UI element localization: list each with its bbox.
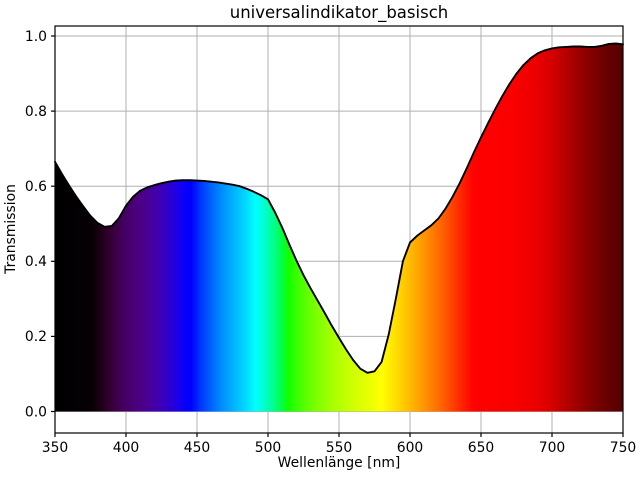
x-tick-label: 400 [113, 440, 140, 456]
axis-tick-labels: 350 400 450 500 550 600 650 700 750 0.0 0.2 0.4 0.6 0… [25, 29, 636, 456]
x-tick-label: 700 [539, 440, 566, 456]
y-tick-label: 0.2 [25, 329, 47, 345]
y-tick-label: 0.4 [25, 254, 47, 270]
y-tick-label: 1.0 [25, 29, 47, 45]
x-tick-label: 650 [468, 440, 495, 456]
x-tick-label: 500 [255, 440, 282, 456]
transmission-curve-path [54, 42, 624, 374]
transmission-curve [54, 42, 624, 374]
x-tick-label: 600 [397, 440, 424, 456]
x-tick-label: 350 [42, 440, 69, 456]
y-axis-label: Transmission [3, 184, 19, 275]
x-tick-label: 750 [610, 440, 637, 456]
spectrum-area-fill [55, 43, 623, 412]
y-tick-label: 0.6 [25, 179, 47, 195]
axis-ticks [51, 35, 624, 437]
y-tick-label: 0.8 [25, 104, 47, 120]
spectrum-fill-path [55, 43, 623, 412]
x-tick-label: 450 [184, 440, 211, 456]
x-axis-label: Wellenlänge [nm] [278, 455, 401, 471]
x-tick-label: 550 [326, 440, 353, 456]
chart-title: universalindikator_basisch [230, 3, 448, 23]
y-tick-label: 0.0 [25, 404, 47, 420]
